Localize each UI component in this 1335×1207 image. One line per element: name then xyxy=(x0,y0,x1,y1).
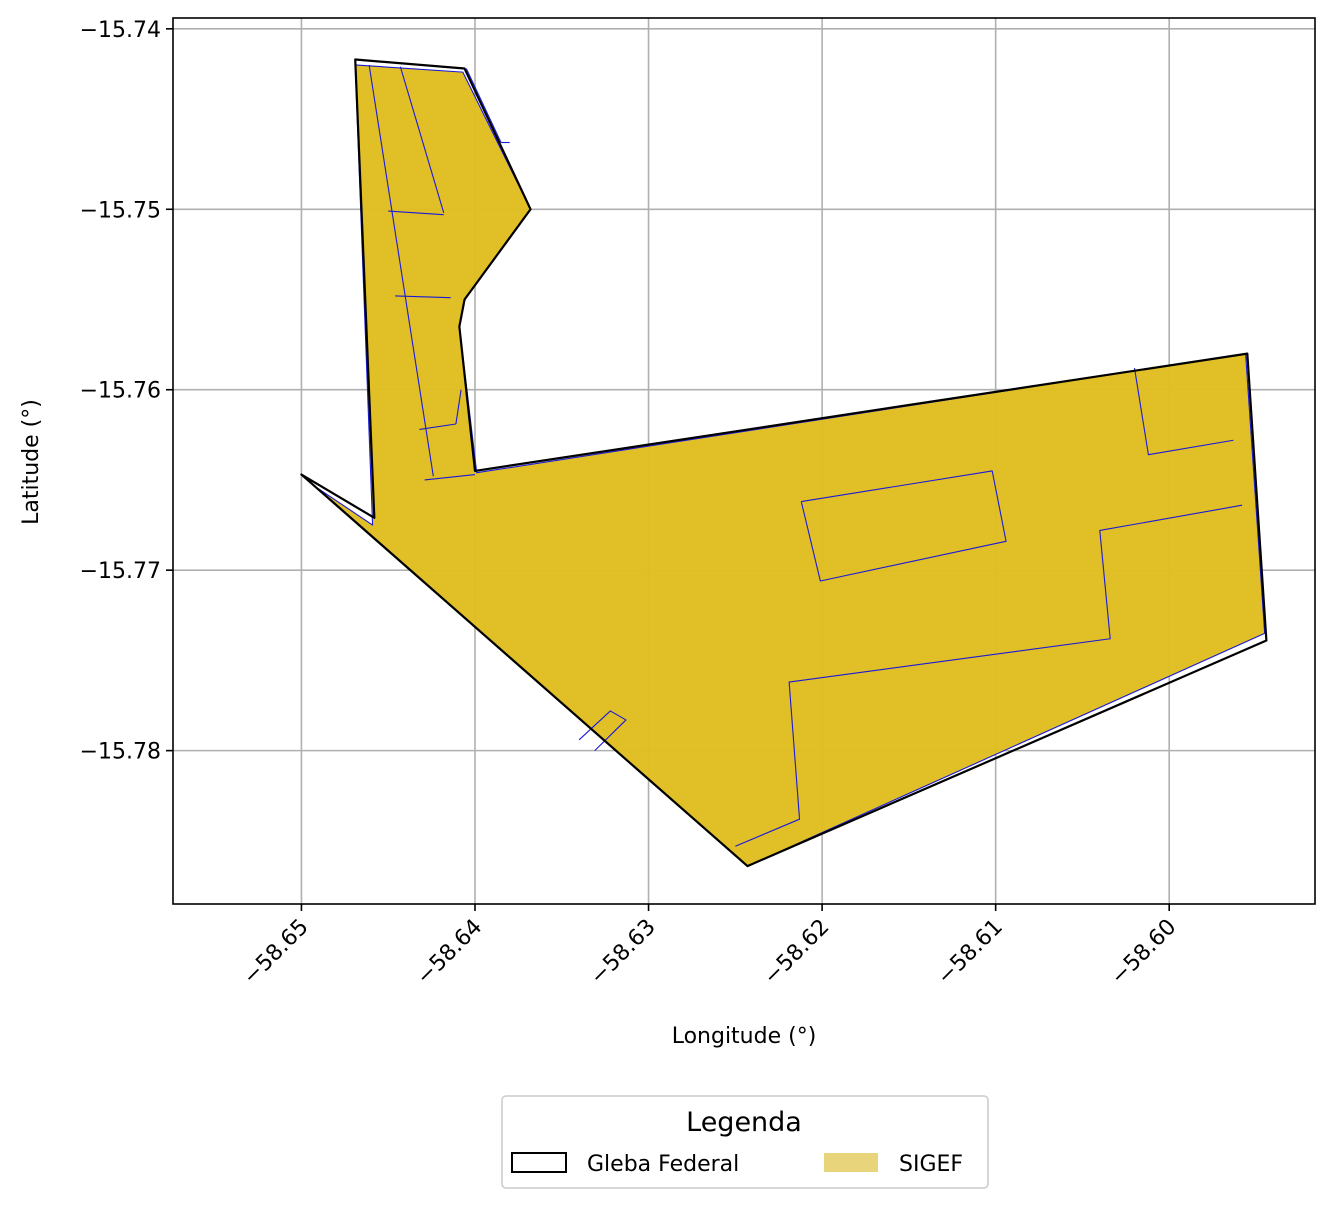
legend-swatch-sigef xyxy=(824,1153,878,1172)
legend-title: Legenda xyxy=(686,1107,802,1138)
y-tick-label-1: −15.75 xyxy=(80,198,161,223)
sigef-parcel-boundary-3 xyxy=(395,295,451,299)
y-tick-label-0: −15.74 xyxy=(80,18,161,43)
sigef-parcel-boundary-10 xyxy=(1133,367,1234,456)
sigef-parcel-boundary-11 xyxy=(735,504,1243,847)
x-tick-label-5: −58.60 xyxy=(1106,915,1181,990)
x-tick-label-2: −58.63 xyxy=(586,915,661,990)
x-axis-label: Longitude (°) xyxy=(672,1024,817,1049)
sigef-parcel-boundary-12 xyxy=(578,710,627,752)
y-axis-ticks: −15.74 −15.75 −15.76 −15.77 −15.78 xyxy=(80,18,173,765)
sigef-parcel-boundary-4 xyxy=(465,68,502,143)
x-tick-label-1: −58.64 xyxy=(412,915,487,990)
gleba-federal-layer xyxy=(300,58,1268,868)
legend-label-gleba-federal: Gleba Federal xyxy=(587,1152,739,1177)
legend: Legenda Gleba Federal SIGEF xyxy=(501,1095,989,1189)
plot-area-frame xyxy=(172,17,1316,905)
sigef-parcel-boundary-0 xyxy=(368,64,434,477)
sigef-parcel-boundary-2 xyxy=(388,210,444,216)
sigef-parcel-boundary-7 xyxy=(455,389,462,425)
x-tick-label-3: −58.62 xyxy=(759,915,834,990)
x-tick-label-4: −58.61 xyxy=(933,915,1008,990)
x-axis-ticks: −58.65 −58.64 −58.63 −58.62 −58.61 −58.60 xyxy=(238,904,1181,990)
y-axis-label: Latitude (°) xyxy=(19,399,44,525)
sigef-parcel-boundary-1 xyxy=(399,66,445,214)
y-tick-label-3: −15.77 xyxy=(80,559,161,584)
legend-swatch-gleba-federal xyxy=(511,1152,567,1173)
sigef-parcel-boundary-9 xyxy=(800,470,1007,582)
gleba-federal-boundary xyxy=(300,58,1268,868)
x-tick-label-0: −58.65 xyxy=(238,915,313,990)
legend-label-sigef: SIGEF xyxy=(899,1152,963,1177)
y-tick-label-4: −15.78 xyxy=(80,740,161,765)
sigef-parcel-boundary-8 xyxy=(424,473,476,481)
sigef-parcel-boundary-6 xyxy=(419,423,456,430)
y-tick-label-2: −15.76 xyxy=(80,379,161,404)
